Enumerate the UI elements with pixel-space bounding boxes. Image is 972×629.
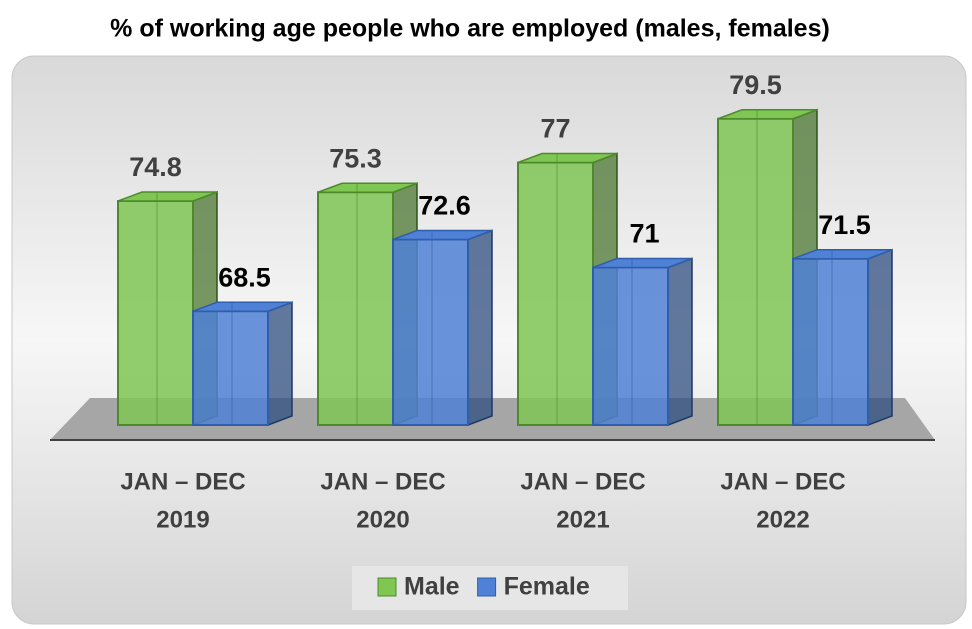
bar-side — [867, 248, 893, 427]
bar — [717, 108, 818, 427]
bar-top — [392, 229, 493, 241]
bar-front — [792, 257, 869, 426]
bar-front — [392, 238, 469, 426]
bar-top — [717, 109, 818, 120]
bar-top — [792, 249, 893, 260]
x-tick-label: JAN – DEC — [320, 468, 445, 495]
data-label: 77 — [540, 114, 570, 144]
x-tick-label: JAN – DEC — [720, 468, 845, 495]
x-tick-label: JAN – DEC — [120, 468, 245, 495]
bar-front — [192, 310, 269, 426]
bar-front — [117, 200, 194, 426]
legend-swatch — [477, 577, 497, 597]
legend-swatch — [377, 577, 397, 597]
x-tick-label: 2021 — [556, 506, 609, 533]
bar-front — [592, 266, 669, 426]
data-label: 75.3 — [329, 143, 382, 173]
x-tick-label: 2019 — [156, 506, 209, 533]
data-label: 68.5 — [218, 262, 271, 292]
bar — [192, 301, 293, 427]
bar-side — [667, 257, 693, 427]
bar-top — [192, 301, 293, 312]
data-label: 72.6 — [418, 191, 471, 221]
x-tick-label: JAN – DEC — [520, 468, 645, 495]
bar-side — [467, 229, 493, 427]
x-tick-label: 2020 — [356, 506, 409, 533]
bar — [592, 257, 693, 427]
bar-front — [717, 117, 794, 426]
bar-top — [592, 257, 693, 269]
bar-top — [117, 191, 218, 202]
data-label: 79.5 — [729, 70, 782, 100]
data-label: 71.5 — [818, 210, 871, 240]
bar-front — [317, 191, 394, 426]
data-label: 74.8 — [129, 152, 182, 182]
chart-title: % of working age people who are employed… — [110, 15, 830, 43]
bar — [392, 229, 493, 427]
bar-side — [267, 301, 293, 427]
bar-front — [517, 161, 594, 426]
x-tick-label: 2022 — [756, 506, 809, 533]
legend-label: Male — [404, 573, 460, 601]
bar-top — [517, 152, 618, 164]
legend-label: Female — [504, 573, 590, 601]
data-label: 71 — [629, 219, 659, 249]
bar — [792, 248, 893, 427]
bar-top — [317, 182, 418, 193]
